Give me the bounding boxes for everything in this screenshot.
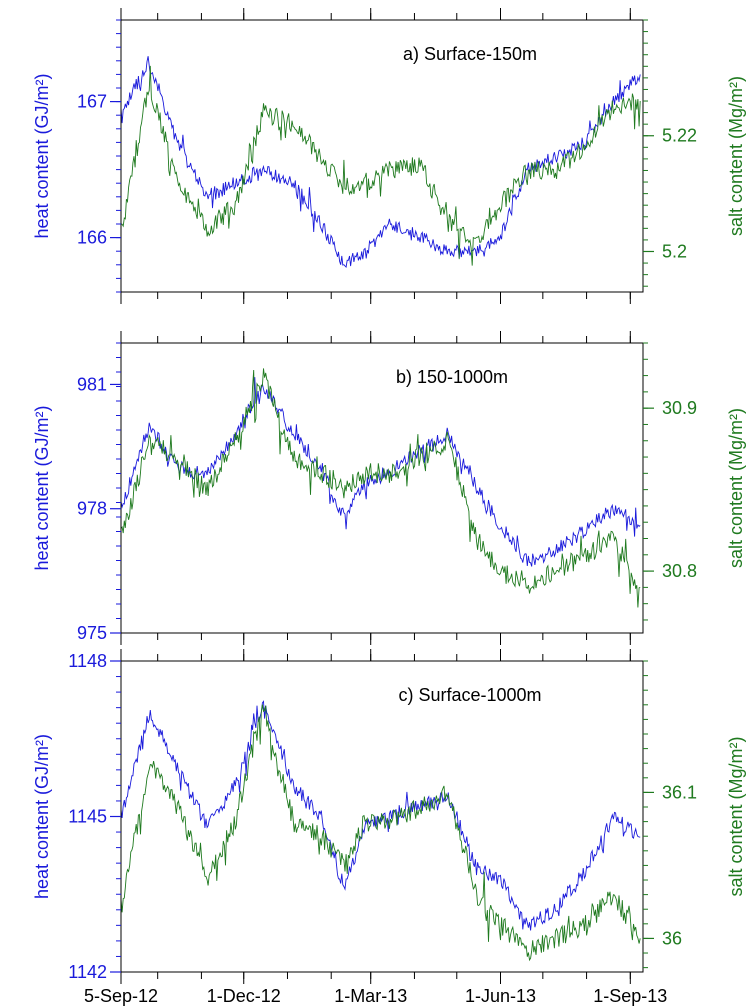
right-tick-label: 36.1	[662, 782, 697, 802]
left-axis-label: heat content (GJ/m²)	[32, 734, 52, 899]
salt-content-line	[121, 704, 641, 962]
left-tick-label: 167	[77, 92, 107, 112]
heat-content-line	[121, 377, 641, 567]
x-tick-label: 5-Sep-12	[84, 986, 158, 1006]
right-tick-label: 5.2	[662, 241, 687, 261]
panel-title: b) 150-1000m	[396, 367, 508, 387]
panel-title: c) Surface-1000m	[398, 685, 541, 705]
left-tick-label: 166	[77, 228, 107, 248]
right-axis-label: salt content (Mg/m²)	[726, 736, 746, 896]
panel-c: 1142 1145 1148 36 36.1 c) Surface-1000m heat c…	[32, 649, 746, 984]
right-tick-label: 30.8	[662, 561, 697, 581]
heat-content-line	[121, 56, 641, 268]
right-axis-label: salt content (Mg/m²)	[726, 408, 746, 568]
panel-a: 166 167 5.2 5.22 a) Surface-150m heat content…	[32, 8, 746, 304]
panel-title: a) Surface-150m	[403, 44, 537, 64]
left-tick-label: 1142	[68, 962, 107, 982]
left-tick-label: 978	[77, 499, 107, 519]
salt-content-line	[121, 368, 641, 608]
panel-b: 975 978 981 30.8 30.9 b) 150-1000m heat conten…	[32, 331, 746, 645]
left-tick-label: 1145	[68, 807, 107, 827]
x-tick-label: 1-Sep-13	[593, 986, 667, 1006]
left-tick-label: 1148	[68, 651, 107, 671]
left-tick-label: 975	[77, 623, 107, 643]
left-axis-label: heat content (GJ/m²)	[32, 405, 52, 570]
right-axis-label: salt content (Mg/m²)	[726, 76, 746, 236]
x-tick-label: 1-Dec-12	[207, 986, 281, 1006]
plot-frame	[120, 19, 644, 293]
x-tick-label: 1-Jun-13	[465, 986, 536, 1006]
right-tick-label: 30.9	[662, 398, 697, 418]
right-tick-label: 36	[662, 928, 682, 948]
left-tick-label: 981	[77, 374, 107, 394]
right-tick-label: 5.22	[662, 126, 697, 146]
heat-content-line	[121, 700, 641, 931]
left-axis-label: heat content (GJ/m²)	[32, 73, 52, 238]
salt-content-line	[121, 65, 641, 266]
x-tick-label: 1-Mar-13	[334, 986, 407, 1006]
